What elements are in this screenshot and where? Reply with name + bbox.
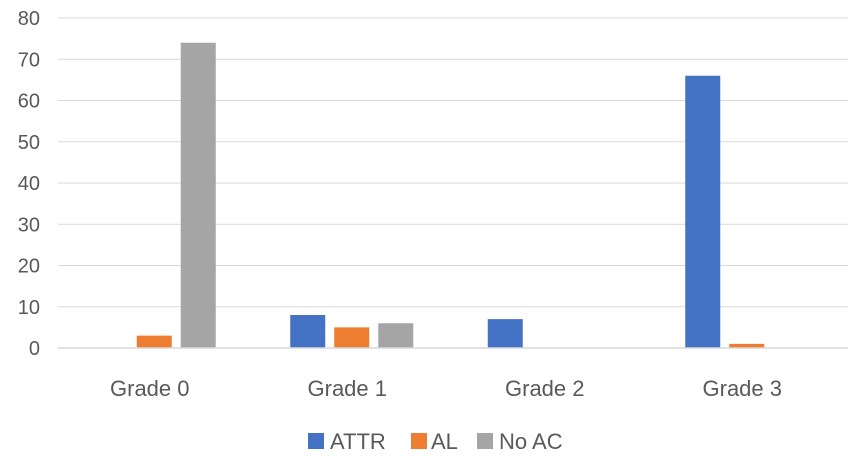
legend-label: No AC <box>499 429 563 454</box>
legend-label: AL <box>431 429 458 454</box>
legend-label: ATTR <box>330 429 386 454</box>
gridlines <box>58 17 848 308</box>
y-tick-label: 80 <box>18 8 40 30</box>
x-category-label: Grade 0 <box>110 376 190 401</box>
y-tick-label: 20 <box>18 256 40 278</box>
y-tick-label: 60 <box>18 91 40 113</box>
y-tick-label: 40 <box>18 173 40 195</box>
y-tick-label: 10 <box>18 297 40 319</box>
x-category-label: Grade 3 <box>703 376 783 401</box>
bar-no-ac-grade-1 <box>378 323 414 348</box>
x-axis: Grade 0 Grade 1 Grade 2 Grade 3 <box>58 347 848 401</box>
bar-no-ac-grade-0 <box>180 42 216 348</box>
legend-swatch <box>308 433 324 449</box>
y-tick-label: 50 <box>18 132 40 154</box>
legend-swatch <box>477 433 493 449</box>
bar-al-grade-3 <box>729 343 765 348</box>
y-tick-label: 30 <box>18 214 40 236</box>
legend-swatch <box>411 433 427 449</box>
bar-al-grade-1 <box>334 327 370 348</box>
bars <box>136 42 765 348</box>
legend: ATTR AL No AC <box>308 429 563 454</box>
y-tick-label: 0 <box>29 338 40 360</box>
bar-attr-grade-3 <box>685 75 721 348</box>
x-category-label: Grade 2 <box>505 376 585 401</box>
x-category-label: Grade 1 <box>308 376 388 401</box>
y-axis-ticks: 0 10 20 30 40 50 60 70 80 <box>18 8 40 360</box>
bar-al-grade-0 <box>136 335 172 348</box>
bar-attr-grade-2 <box>487 319 523 348</box>
y-tick-label: 70 <box>18 49 40 71</box>
bar-attr-grade-1 <box>290 315 326 348</box>
